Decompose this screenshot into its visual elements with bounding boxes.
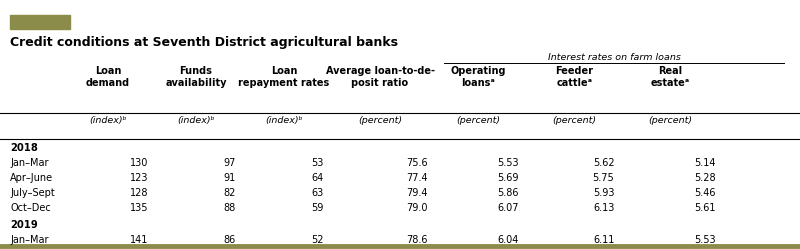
Text: (index)ᵇ: (index)ᵇ bbox=[265, 116, 303, 125]
Text: Apr–June: Apr–June bbox=[10, 173, 54, 183]
Text: (percent): (percent) bbox=[552, 116, 597, 125]
Text: 75.6: 75.6 bbox=[406, 158, 428, 168]
Text: 86: 86 bbox=[224, 235, 236, 245]
Text: 2019: 2019 bbox=[10, 220, 38, 230]
Text: 82: 82 bbox=[224, 188, 236, 198]
Text: 5.28: 5.28 bbox=[694, 173, 716, 183]
Text: Credit conditions at Seventh District agricultural banks: Credit conditions at Seventh District ag… bbox=[10, 36, 398, 49]
Text: 64: 64 bbox=[312, 173, 324, 183]
Text: 141: 141 bbox=[130, 235, 148, 245]
Text: Funds
availability: Funds availability bbox=[166, 66, 226, 88]
Text: 97: 97 bbox=[224, 158, 236, 168]
Text: Interest rates on farm loans: Interest rates on farm loans bbox=[548, 53, 681, 62]
Text: Operating
loansᵃ: Operating loansᵃ bbox=[450, 66, 506, 88]
Text: 78.6: 78.6 bbox=[406, 235, 428, 245]
Text: 135: 135 bbox=[130, 203, 148, 213]
Text: 5.14: 5.14 bbox=[694, 158, 716, 168]
Text: 6.11: 6.11 bbox=[593, 235, 614, 245]
Text: 52: 52 bbox=[311, 235, 324, 245]
Text: 77.4: 77.4 bbox=[406, 173, 428, 183]
Text: (index)ᵇ: (index)ᵇ bbox=[177, 116, 215, 125]
Text: Feeder
cattleᵃ: Feeder cattleᵃ bbox=[555, 66, 594, 88]
Text: Real
estateᵃ: Real estateᵃ bbox=[651, 66, 690, 88]
Text: 5.93: 5.93 bbox=[593, 188, 614, 198]
Text: 79.4: 79.4 bbox=[406, 188, 428, 198]
Text: 88: 88 bbox=[224, 203, 236, 213]
Bar bbox=[10, 15, 70, 29]
Text: 63: 63 bbox=[312, 188, 324, 198]
Text: 2018: 2018 bbox=[10, 143, 38, 153]
Text: (percent): (percent) bbox=[648, 116, 693, 125]
Text: Average loan-to-de-
posit ratio: Average loan-to-de- posit ratio bbox=[326, 66, 434, 88]
Text: 59: 59 bbox=[312, 203, 324, 213]
Text: Loan
repayment rates: Loan repayment rates bbox=[238, 66, 330, 88]
Text: 6.04: 6.04 bbox=[497, 235, 518, 245]
Text: 6.07: 6.07 bbox=[497, 203, 518, 213]
Text: Jan–Mar: Jan–Mar bbox=[10, 158, 49, 168]
Text: 5.46: 5.46 bbox=[694, 188, 716, 198]
Text: Oct–Dec: Oct–Dec bbox=[10, 203, 51, 213]
Text: 5.75: 5.75 bbox=[593, 173, 614, 183]
Text: (index)ᵇ: (index)ᵇ bbox=[89, 116, 127, 125]
Text: 5.62: 5.62 bbox=[593, 158, 614, 168]
Text: 5.69: 5.69 bbox=[497, 173, 518, 183]
Text: 79.0: 79.0 bbox=[406, 203, 428, 213]
Text: 128: 128 bbox=[130, 188, 148, 198]
Text: Loan
demand: Loan demand bbox=[86, 66, 130, 88]
Text: 123: 123 bbox=[130, 173, 148, 183]
Text: 5.86: 5.86 bbox=[497, 188, 518, 198]
Text: 5.61: 5.61 bbox=[694, 203, 716, 213]
Text: 53: 53 bbox=[312, 158, 324, 168]
Text: (percent): (percent) bbox=[358, 116, 402, 125]
Text: 6.13: 6.13 bbox=[593, 203, 614, 213]
Text: July–Sept: July–Sept bbox=[10, 188, 55, 198]
Text: 91: 91 bbox=[224, 173, 236, 183]
Text: 130: 130 bbox=[130, 158, 148, 168]
Text: (percent): (percent) bbox=[456, 116, 501, 125]
Text: 5.53: 5.53 bbox=[497, 158, 518, 168]
Text: 5.53: 5.53 bbox=[694, 235, 716, 245]
Text: Jan–Mar: Jan–Mar bbox=[10, 235, 49, 245]
